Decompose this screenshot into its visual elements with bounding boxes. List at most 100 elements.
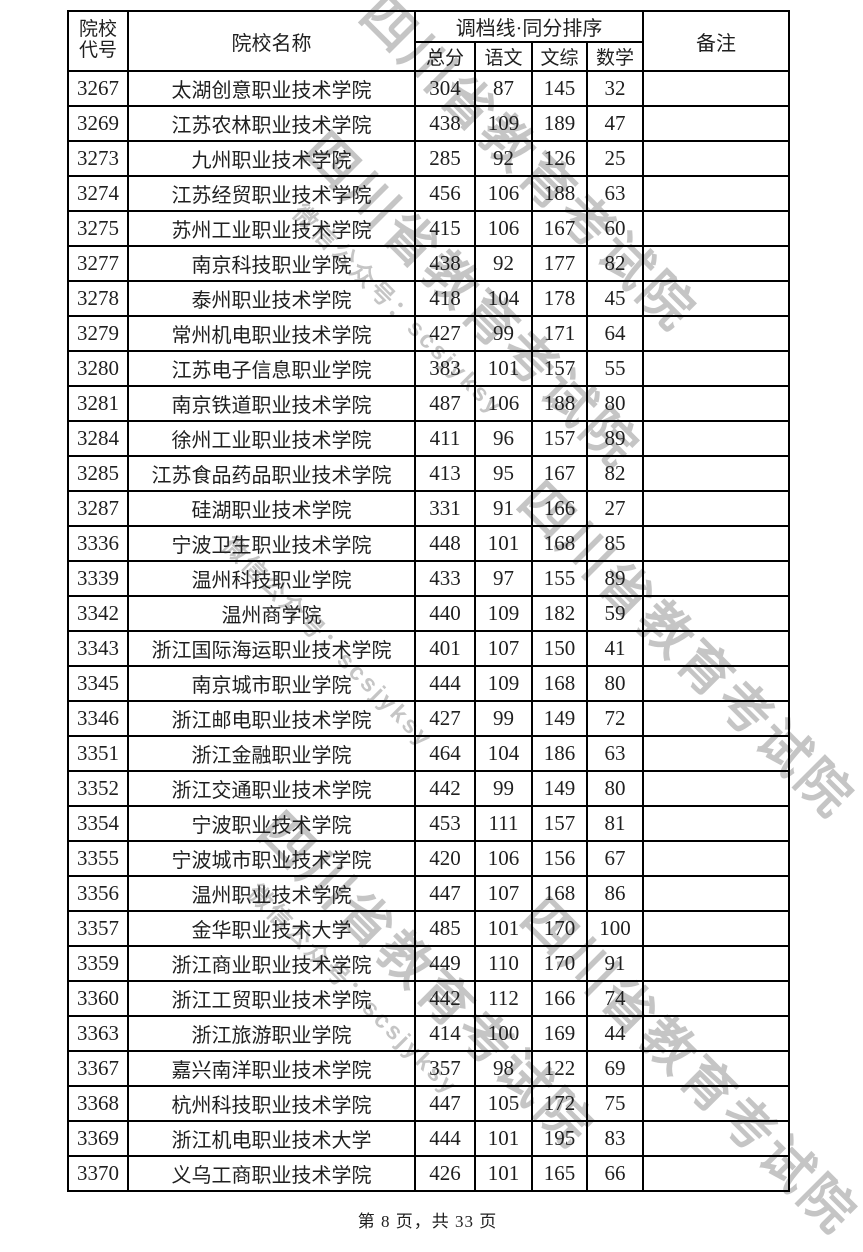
- cell-chinese-score: 106: [474, 840, 533, 877]
- cell-math-score: 32: [585, 70, 645, 107]
- table-row: 3336 宁波卫生职业技术学院 448 101 168 85: [67, 525, 791, 562]
- table-row: 3355 宁波城市职业技术学院 420 106 156 67: [67, 840, 791, 877]
- table-row: 3356 温州职业技术学院 447 107 168 86: [67, 875, 791, 912]
- cell-chinese-score: 101: [474, 350, 533, 387]
- table-row: 3360 浙江工贸职业技术学院 442 112 166 74: [67, 980, 791, 1017]
- table-row: 3278 泰州职业技术学院 418 104 178 45: [67, 280, 791, 317]
- cell-liberal-arts-score: 122: [531, 1050, 588, 1087]
- header-college-name: 院校名称: [127, 10, 416, 72]
- cell-college-code: 3368: [67, 1085, 129, 1122]
- cell-college-name: 浙江交通职业技术学院: [127, 770, 416, 807]
- table-body: 3267 太湖创意职业技术学院 304 87 145 32 3269 江苏农林职业技术学院 43…: [67, 70, 791, 1192]
- cell-math-score: 45: [585, 280, 645, 317]
- cell-liberal-arts-score: 155: [531, 560, 588, 597]
- cell-math-score: 60: [585, 210, 645, 247]
- table-row: 3279 常州机电职业技术学院 427 99 171 64: [67, 315, 791, 352]
- cell-college-name: 苏州工业职业技术学院: [127, 210, 416, 247]
- cell-college-code: 3275: [67, 210, 129, 247]
- cell-remark: [642, 910, 791, 947]
- cell-total-score: 447: [414, 875, 476, 912]
- cell-liberal-arts-score: 188: [531, 175, 588, 212]
- table-row: 3343 浙江国际海运职业技术学院 401 107 150 41: [67, 630, 791, 667]
- cell-chinese-score: 106: [474, 175, 533, 212]
- cell-remark: [642, 1085, 791, 1122]
- cell-total-score: 438: [414, 245, 476, 282]
- cell-liberal-arts-score: 145: [531, 70, 588, 107]
- cell-college-code: 3267: [67, 70, 129, 107]
- cell-chinese-score: 101: [474, 1120, 533, 1157]
- cell-remark: [642, 210, 791, 247]
- cell-total-score: 447: [414, 1085, 476, 1122]
- table-row: 3277 南京科技职业学院 438 92 177 82: [67, 245, 791, 282]
- table-row: 3363 浙江旅游职业学院 414 100 169 44: [67, 1015, 791, 1052]
- header-score-group: 调档线·同分排序: [413, 10, 645, 43]
- table-row: 3345 南京城市职业学院 444 109 168 80: [67, 665, 791, 702]
- cell-college-name: 硅湖职业技术学院: [127, 490, 416, 527]
- cell-college-code: 3370: [67, 1155, 129, 1192]
- cell-remark: [642, 140, 791, 177]
- cell-liberal-arts-score: 171: [531, 315, 588, 352]
- cell-math-score: 80: [585, 770, 645, 807]
- cell-total-score: 426: [414, 1155, 476, 1192]
- cell-chinese-score: 97: [474, 560, 533, 597]
- cell-college-name: 南京科技职业学院: [127, 245, 416, 282]
- cell-college-code: 3342: [67, 595, 129, 632]
- cell-liberal-arts-score: 182: [531, 595, 588, 632]
- cell-college-code: 3360: [67, 980, 129, 1017]
- cell-liberal-arts-score: 166: [531, 980, 588, 1017]
- cell-remark: [642, 1015, 791, 1052]
- table-row: 3280 江苏电子信息职业学院 383 101 157 55: [67, 350, 791, 387]
- table-row: 3351 浙江金融职业学院 464 104 186 63: [67, 735, 791, 772]
- cell-math-score: 72: [585, 700, 645, 737]
- cell-total-score: 485: [414, 910, 476, 947]
- cell-liberal-arts-score: 166: [531, 490, 588, 527]
- cell-math-score: 55: [585, 350, 645, 387]
- cell-college-code: 3367: [67, 1050, 129, 1087]
- cell-remark: [642, 70, 791, 107]
- cell-college-name: 嘉兴南洋职业技术学院: [127, 1050, 416, 1087]
- cell-college-code: 3357: [67, 910, 129, 947]
- cell-remark: [642, 105, 791, 142]
- cell-math-score: 85: [585, 525, 645, 562]
- table-row: 3275 苏州工业职业技术学院 415 106 167 60: [67, 210, 791, 247]
- cell-college-code: 3356: [67, 875, 129, 912]
- cell-total-score: 383: [414, 350, 476, 387]
- cell-total-score: 413: [414, 455, 476, 492]
- cell-math-score: 80: [585, 665, 645, 702]
- cell-math-score: 63: [585, 735, 645, 772]
- cell-college-name: 浙江旅游职业学院: [127, 1015, 416, 1052]
- cell-total-score: 304: [414, 70, 476, 107]
- cell-college-name: 南京铁道职业技术学院: [127, 385, 416, 422]
- cell-college-code: 3280: [67, 350, 129, 387]
- header-math-score: 数学: [585, 41, 645, 72]
- cell-remark: [642, 490, 791, 527]
- cell-chinese-score: 99: [474, 315, 533, 352]
- cell-college-name: 宁波城市职业技术学院: [127, 840, 416, 877]
- cell-total-score: 433: [414, 560, 476, 597]
- table-row: 3367 嘉兴南洋职业技术学院 357 98 122 69: [67, 1050, 791, 1087]
- cell-chinese-score: 101: [474, 1155, 533, 1192]
- cell-college-code: 3281: [67, 385, 129, 422]
- cell-math-score: 89: [585, 420, 645, 457]
- cell-chinese-score: 92: [474, 245, 533, 282]
- cell-college-name: 温州商学院: [127, 595, 416, 632]
- cell-total-score: 444: [414, 665, 476, 702]
- cell-college-code: 3277: [67, 245, 129, 282]
- cell-college-code: 3278: [67, 280, 129, 317]
- cell-college-name: 江苏电子信息职业学院: [127, 350, 416, 387]
- cell-college-code: 3345: [67, 665, 129, 702]
- cell-math-score: 86: [585, 875, 645, 912]
- cell-college-name: 浙江商业职业技术学院: [127, 945, 416, 982]
- cell-college-name: 浙江国际海运职业技术学院: [127, 630, 416, 667]
- cell-remark: [642, 245, 791, 282]
- cell-liberal-arts-score: 168: [531, 875, 588, 912]
- cell-total-score: 464: [414, 735, 476, 772]
- cell-college-name: 义乌工商职业技术学院: [127, 1155, 416, 1192]
- cell-college-name: 泰州职业技术学院: [127, 280, 416, 317]
- cell-remark: [642, 315, 791, 352]
- cell-remark: [642, 1050, 791, 1087]
- cell-total-score: 453: [414, 805, 476, 842]
- cell-liberal-arts-score: 186: [531, 735, 588, 772]
- cell-total-score: 444: [414, 1120, 476, 1157]
- table-row: 3281 南京铁道职业技术学院 487 106 188 80: [67, 385, 791, 422]
